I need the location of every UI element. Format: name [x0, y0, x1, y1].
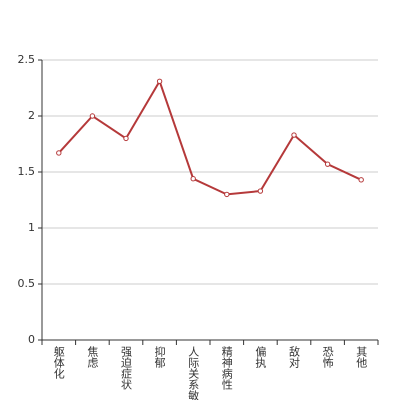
x-tick-label: 精神病性: [220, 346, 233, 391]
x-tick-label: 强迫症状: [120, 346, 133, 390]
point: [324, 161, 331, 167]
point: [224, 191, 230, 198]
x-tick-label: 躯体化: [52, 346, 65, 380]
y-tick-label: 0: [28, 333, 35, 346]
x-tick-label: 敌对: [288, 345, 301, 368]
x-tick-label: 其他: [355, 346, 368, 368]
x-tick-label: 人际关系敏感: [187, 346, 200, 400]
point: [190, 176, 196, 182]
point: [257, 188, 264, 194]
point: [56, 150, 62, 156]
y-tick-label: 1.5: [18, 165, 36, 178]
y-tick-label: 2.5: [18, 53, 36, 66]
x-tick-label: 抑郁: [153, 345, 166, 368]
point: [291, 132, 297, 138]
point: [123, 135, 129, 142]
point: [156, 78, 163, 84]
x-tick-label: 焦虑: [86, 346, 99, 368]
x-tick-label: 偏执: [254, 345, 267, 369]
point: [358, 177, 364, 183]
point: [89, 113, 96, 119]
y-tick-label: 1: [28, 221, 35, 234]
y-tick-label: 2: [28, 109, 35, 122]
y-tick-label: 0.5: [18, 277, 36, 290]
x-tick-label: 恐怖: [321, 346, 334, 368]
line: [58, 78, 362, 196]
